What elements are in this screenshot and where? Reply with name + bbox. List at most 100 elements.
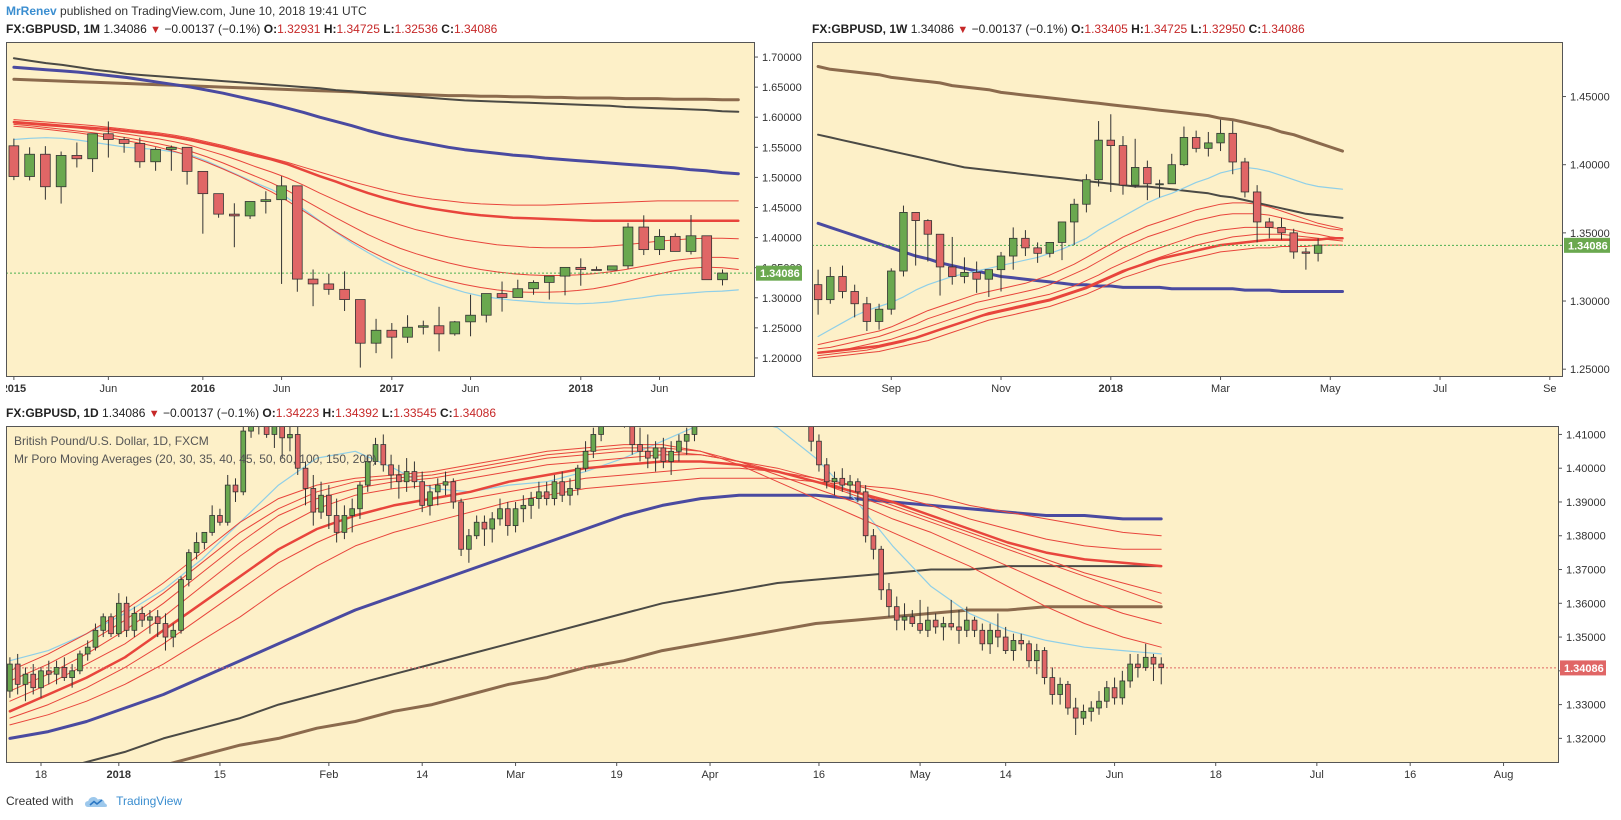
candle	[213, 193, 224, 215]
candle	[1179, 137, 1189, 166]
weekly-symbol[interactable]: FX:GBPUSD, 1W	[812, 22, 908, 36]
x-tick-label: 18	[1210, 769, 1222, 781]
candle	[341, 515, 348, 533]
y-tick-label: 1.55000	[762, 142, 802, 154]
candle	[874, 308, 884, 322]
candle	[166, 146, 177, 150]
candle	[302, 467, 309, 489]
y-tick-label: 1.33000	[1566, 700, 1606, 712]
candle	[808, 427, 814, 442]
daily-chart[interactable]: 1.41000 1.40000 1.39000 1.38000 1.37000 1.360…	[6, 426, 1614, 784]
candle	[839, 477, 846, 486]
candle	[224, 484, 231, 523]
candle	[357, 484, 363, 510]
monthly-last: 1.34086	[103, 22, 147, 36]
moving-average-0	[816, 65, 1344, 153]
x-tick-label: 15	[214, 769, 226, 781]
candle	[935, 233, 945, 268]
candle	[466, 535, 472, 550]
y-tick-label: 1.30000	[1570, 296, 1610, 308]
down-triangle-icon: ▼	[150, 24, 161, 36]
candle	[45, 670, 52, 675]
moving-average-5	[817, 244, 1343, 359]
moving-average-8	[13, 125, 739, 293]
candle	[118, 139, 130, 144]
candle	[987, 629, 993, 645]
candle	[512, 508, 519, 527]
candle	[1045, 241, 1054, 254]
candle	[652, 447, 659, 459]
candle	[279, 427, 285, 439]
candle	[823, 464, 830, 483]
moving-average-1	[12, 57, 740, 113]
candle	[481, 521, 488, 530]
candle	[30, 673, 37, 689]
candle	[1204, 142, 1213, 149]
candle	[520, 504, 527, 510]
candle	[979, 629, 986, 645]
candle	[1127, 663, 1133, 682]
weekly-close: 1.34086	[1261, 22, 1305, 36]
candle	[559, 481, 566, 496]
candle	[1096, 700, 1102, 709]
candle	[310, 488, 317, 513]
candle	[536, 491, 542, 500]
x-tick-label: Jun	[1106, 769, 1124, 781]
x-tick-label: 14	[1000, 769, 1012, 781]
candle	[1094, 139, 1103, 181]
candle	[960, 271, 969, 277]
moving-average-3	[9, 427, 1162, 662]
monthly-chart[interactable]: 1.70000 1.65000 1.60000 1.55000 1.50000 1.450…	[6, 42, 806, 398]
candle	[638, 226, 650, 251]
candle	[449, 321, 461, 335]
candle	[911, 212, 920, 221]
moving-average-5	[13, 119, 739, 206]
candle	[326, 494, 332, 516]
candle	[55, 155, 67, 188]
x-tick-label: 2016	[191, 383, 215, 395]
candle	[575, 266, 587, 270]
candle	[917, 623, 923, 631]
weekly-svg: 1.45000 1.40000 1.35000 1.30000 1.25000 1.340…	[812, 42, 1610, 395]
candle	[1106, 139, 1115, 147]
candle	[193, 542, 200, 554]
x-tick-label: May	[910, 769, 931, 781]
candle	[1240, 161, 1250, 193]
x-tick-label: Jun	[273, 383, 291, 395]
candle	[838, 276, 847, 292]
plot-area	[6, 426, 1559, 763]
candle	[847, 481, 853, 486]
daily-symbol[interactable]: FX:GBPUSD, 1D	[6, 406, 99, 420]
moving-average-0	[170, 605, 1163, 762]
candle	[1228, 132, 1237, 163]
y-tick-label: 1.45000	[1570, 92, 1610, 104]
last-price-label: 1.34086	[760, 268, 800, 280]
candle	[1130, 167, 1140, 186]
candle	[1103, 687, 1110, 702]
monthly-symbol[interactable]: FX:GBPUSD, 1M	[6, 22, 101, 36]
y-tick-label: 1.35000	[1566, 632, 1606, 644]
author-link[interactable]: MrRenev	[6, 4, 57, 18]
candle	[932, 619, 939, 628]
daily-low: 1.33545	[393, 406, 437, 420]
candle	[100, 616, 107, 631]
candle	[380, 444, 387, 466]
last-price-label: 1.34086	[1564, 663, 1604, 675]
weekly-chart[interactable]: 1.45000 1.40000 1.35000 1.30000 1.25000 1.340…	[812, 42, 1614, 398]
candle	[333, 515, 340, 533]
candle	[260, 199, 272, 202]
candle	[403, 471, 410, 483]
candle	[433, 325, 445, 335]
candle	[8, 145, 20, 177]
candle	[831, 477, 838, 483]
candle	[1033, 650, 1040, 662]
last-price-label-box	[1560, 660, 1606, 676]
tradingview-link[interactable]: TradingView	[116, 794, 183, 808]
candle	[544, 275, 555, 283]
candle	[388, 464, 394, 476]
candle	[40, 153, 51, 188]
y-tick-label: 1.30000	[762, 293, 802, 305]
candle	[396, 474, 402, 483]
published-text: published on TradingView.com, June 10, 2…	[60, 4, 367, 18]
moving-average-1	[82, 565, 1163, 762]
